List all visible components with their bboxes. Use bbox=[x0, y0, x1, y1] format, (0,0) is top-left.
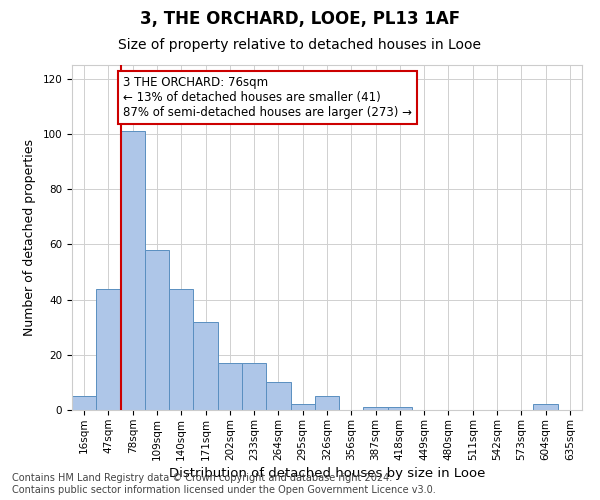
Bar bbox=[290, 404, 315, 410]
Y-axis label: Number of detached properties: Number of detached properties bbox=[23, 139, 35, 336]
Bar bbox=[121, 131, 145, 410]
Bar bbox=[388, 407, 412, 410]
Text: 3, THE ORCHARD, LOOE, PL13 1AF: 3, THE ORCHARD, LOOE, PL13 1AF bbox=[140, 10, 460, 28]
Bar bbox=[266, 382, 290, 410]
Bar bbox=[364, 407, 388, 410]
Bar bbox=[72, 396, 96, 410]
Bar bbox=[533, 404, 558, 410]
Bar bbox=[242, 363, 266, 410]
Bar bbox=[218, 363, 242, 410]
Text: Size of property relative to detached houses in Looe: Size of property relative to detached ho… bbox=[119, 38, 482, 52]
Bar bbox=[96, 288, 121, 410]
Bar bbox=[315, 396, 339, 410]
Bar bbox=[193, 322, 218, 410]
Text: Contains HM Land Registry data © Crown copyright and database right 2024.
Contai: Contains HM Land Registry data © Crown c… bbox=[12, 474, 436, 495]
X-axis label: Distribution of detached houses by size in Looe: Distribution of detached houses by size … bbox=[169, 466, 485, 479]
Bar bbox=[145, 250, 169, 410]
Text: 3 THE ORCHARD: 76sqm
← 13% of detached houses are smaller (41)
87% of semi-detac: 3 THE ORCHARD: 76sqm ← 13% of detached h… bbox=[123, 76, 412, 119]
Bar bbox=[169, 288, 193, 410]
